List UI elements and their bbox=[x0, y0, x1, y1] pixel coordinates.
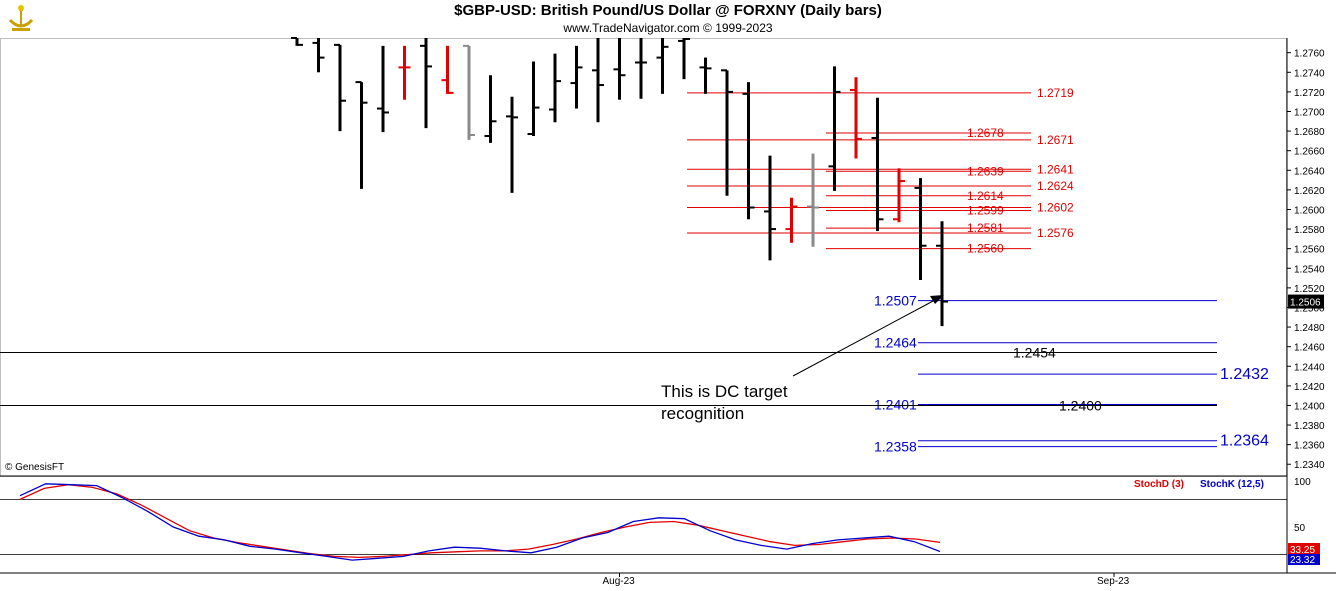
price-tick-label: 1.2340 bbox=[1294, 460, 1325, 471]
stoch-tick-label: 50 bbox=[1294, 523, 1306, 534]
price-tick-label: 1.2720 bbox=[1294, 88, 1325, 99]
time-tick-label: Sep-23 bbox=[1097, 576, 1130, 587]
stochK-value-box bbox=[1288, 554, 1320, 565]
stochD-legend: StochD (3) bbox=[1134, 479, 1184, 490]
price-tick-label: 1.2380 bbox=[1294, 421, 1325, 432]
support-label: 1.2400 bbox=[1059, 397, 1102, 413]
price-tick-label: 1.2760 bbox=[1294, 49, 1325, 60]
price-tick-label: 1.2360 bbox=[1294, 441, 1325, 452]
price-tick-label: 1.2640 bbox=[1294, 166, 1325, 177]
stochK-value: 23.32 bbox=[1290, 555, 1315, 566]
target-label: 1.2401 bbox=[874, 396, 917, 412]
price-tick-label: 1.2580 bbox=[1294, 225, 1325, 236]
price-tick-label: 1.2740 bbox=[1294, 68, 1325, 79]
retracement-label: 1.2678 bbox=[967, 126, 1004, 140]
price-tick-label: 1.2600 bbox=[1294, 205, 1325, 216]
stoch-tick-label: 100 bbox=[1294, 477, 1311, 488]
retracement-label: 1.2602 bbox=[1037, 201, 1074, 215]
price-tick-label: 1.2480 bbox=[1294, 323, 1325, 334]
price-tick-label: 1.2500 bbox=[1294, 303, 1325, 314]
price-tick-label: 1.2540 bbox=[1294, 264, 1325, 275]
time-tick-label: Aug-23 bbox=[603, 576, 636, 587]
retracement-label: 1.2576 bbox=[1037, 226, 1074, 240]
price-tick-label: 1.2660 bbox=[1294, 147, 1325, 158]
copyright-label: © GenesisFT bbox=[5, 462, 65, 473]
price-tick-label: 1.2460 bbox=[1294, 343, 1325, 354]
target-label: 1.2432 bbox=[1220, 366, 1269, 383]
stochD-line bbox=[19, 484, 941, 559]
target-label: 1.2464 bbox=[874, 335, 917, 351]
price-tick-label: 1.2520 bbox=[1294, 284, 1325, 295]
trade-navigator-logo bbox=[8, 5, 34, 31]
price-tick-label: 1.2560 bbox=[1294, 245, 1325, 256]
chart-header: $GBP-USD: British Pound/US Dollar @ FORX… bbox=[0, 0, 1336, 38]
retracement-label: 1.2641 bbox=[1037, 162, 1074, 176]
price-tick-label: 1.2400 bbox=[1294, 401, 1325, 412]
retracement-label: 1.2560 bbox=[967, 242, 1004, 256]
annotation-text-line1: This is DC target bbox=[661, 382, 788, 401]
chart-title: $GBP-USD: British Pound/US Dollar @ FORX… bbox=[454, 2, 882, 19]
support-label: 1.2454 bbox=[1013, 345, 1056, 361]
retracement-label: 1.2614 bbox=[967, 189, 1004, 203]
current-price-label: 1.2506 bbox=[1290, 298, 1321, 309]
retracement-label: 1.2639 bbox=[967, 164, 1004, 178]
retracement-label: 1.2719 bbox=[1037, 86, 1074, 100]
annotation-text-line2: recognition bbox=[661, 404, 744, 423]
stochD-value: 33.25 bbox=[1290, 545, 1315, 556]
stochK-legend: StochK (12,5) bbox=[1200, 479, 1264, 490]
stochK-line bbox=[19, 483, 941, 561]
price-tick-label: 1.2700 bbox=[1294, 107, 1325, 118]
price-tick-label: 1.2440 bbox=[1294, 362, 1325, 373]
annotation-arrow-line bbox=[792, 299, 936, 377]
target-label: 1.2358 bbox=[874, 439, 917, 455]
retracement-label: 1.2599 bbox=[967, 203, 1004, 217]
retracement-label: 1.2581 bbox=[967, 221, 1004, 235]
price-tick-label: 1.2620 bbox=[1294, 186, 1325, 197]
retracement-label: 1.2624 bbox=[1037, 179, 1074, 193]
annotation-arrow-head bbox=[930, 295, 944, 304]
price-tick-label: 1.2420 bbox=[1294, 382, 1325, 393]
chart-subtitle: www.TradeNavigator.com © 1999-2023 bbox=[563, 21, 773, 35]
target-label: 1.2364 bbox=[1220, 433, 1269, 450]
retracement-label: 1.2671 bbox=[1037, 133, 1074, 147]
stochD-value-box bbox=[1288, 543, 1320, 555]
price-tick-label: 1.2680 bbox=[1294, 127, 1325, 138]
current-price-box bbox=[1288, 294, 1324, 309]
target-label: 1.2507 bbox=[874, 293, 917, 309]
